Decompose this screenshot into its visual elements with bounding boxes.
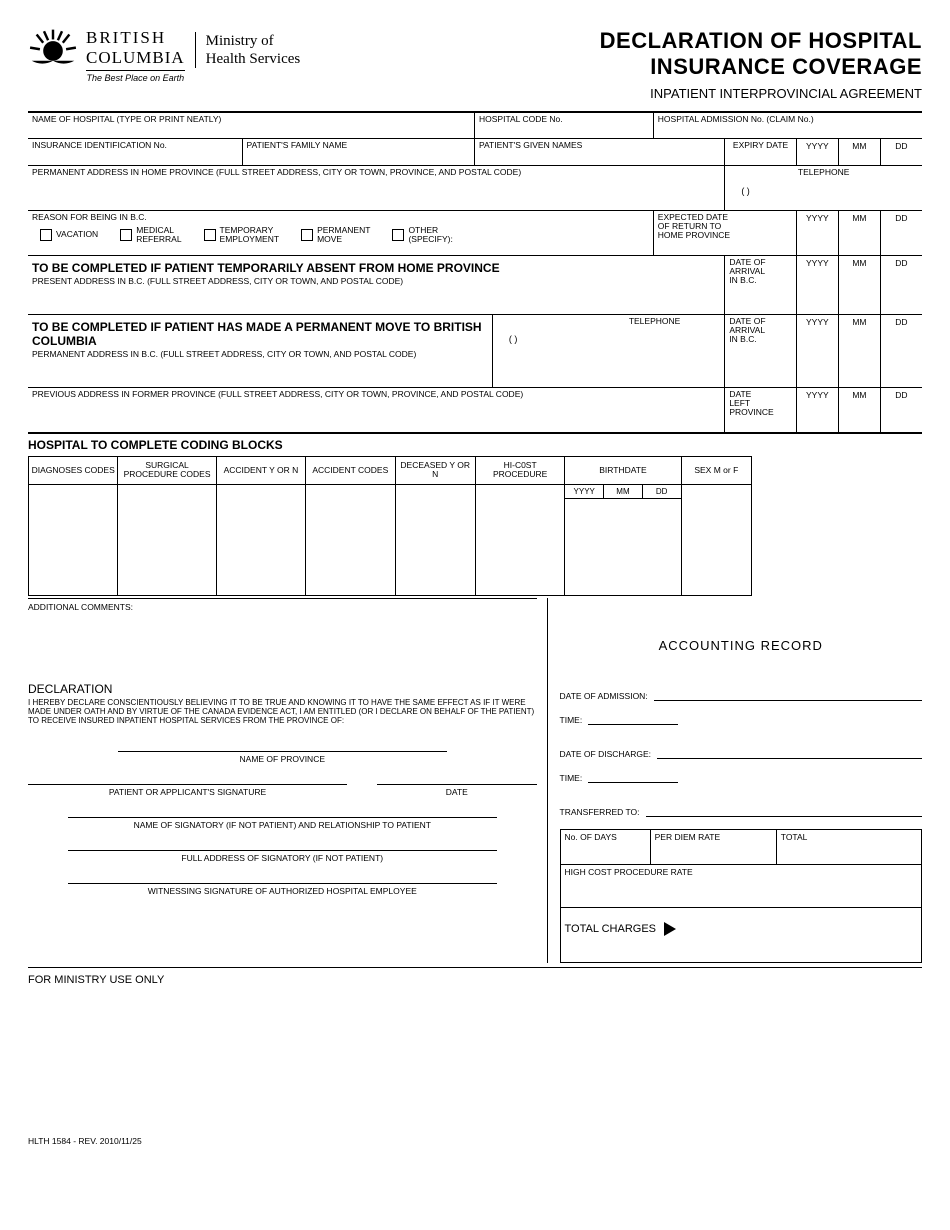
form-title-1: DECLARATION OF HOSPITAL [600, 28, 922, 54]
accounting-title: ACCOUNTING RECORD [560, 598, 922, 683]
checkbox-permanent-move[interactable] [301, 229, 313, 241]
col-accident-yn: ACCIDENT Y OR N [217, 457, 305, 485]
section-perm-title: TO BE COMPLETED IF PATIENT HAS MADE A PE… [32, 317, 488, 349]
checkbox-vacation[interactable] [40, 229, 52, 241]
col-hicost: HI-C0ST PROCEDURE [476, 457, 564, 485]
sig-signatory-addr: FULL ADDRESS OF SIGNATORY (IF NOT PATIEN… [68, 850, 497, 863]
telephone-b-paren: ( ) [497, 326, 720, 344]
col-sex: SEX M or F [682, 457, 752, 485]
acct-discharge: DATE OF DISCHARGE: [560, 741, 922, 765]
bc-wordmark-2: COLUMBIA [86, 48, 185, 71]
section-perm-sub: PERMANENT ADDRESS IN B.C. (FULL STREET A… [32, 349, 488, 359]
triangle-icon [664, 922, 676, 936]
expiry-date-ymd: YYYY MM DD [797, 139, 922, 165]
label-expiry: EXPIRY DATE [729, 141, 792, 150]
row-patient-id: INSURANCE IDENTIFICATION No. PATIENT'S F… [28, 139, 922, 166]
bc-sun-icon [28, 28, 78, 64]
cell-per-diem: PER DIEM RATE [651, 830, 777, 864]
date-left-ymd: YYYY MM DD [797, 388, 922, 432]
section-temp-title: TO BE COMPLETED IF PATIENT TEMPORARILY A… [32, 258, 720, 276]
bc-wordmark-1: BRITISH [86, 28, 185, 48]
coding-grid: DIAGNOSES CODES SURGICAL PROCEDURE CODES… [28, 456, 922, 596]
additional-comments: ADDITIONAL COMMENTS: [28, 598, 537, 672]
col-diagnoses: DIAGNOSES CODES [29, 457, 117, 485]
label-ins-id: INSURANCE IDENTIFICATION No. [32, 141, 238, 150]
checkbox-temp-employment[interactable] [204, 229, 216, 241]
cell-high-cost: HIGH COST PROCEDURE RATE [561, 865, 921, 907]
row-prev-address: PREVIOUS ADDRESS IN FORMER PROVINCE (FUL… [28, 388, 922, 434]
acct-time1: TIME: [560, 707, 922, 731]
col-birthdate: BIRTHDATE [565, 457, 680, 485]
declaration-title: DECLARATION [28, 672, 537, 696]
form-footer: HLTH 1584 - REV. 2010/11/25 [28, 986, 922, 1146]
form-title-2: INSURANCE COVERAGE [600, 54, 922, 80]
sig-witness: WITNESSING SIGNATURE OF AUTHORIZED HOSPI… [68, 883, 497, 896]
sig-patient: PATIENT OR APPLICANT'S SIGNATURE [28, 784, 347, 797]
label-date-left: DATELEFTPROVINCE [729, 390, 792, 418]
coding-title: HOSPITAL TO COMPLETE CODING BLOCKS [28, 434, 922, 456]
label-telephone-b: TELEPHONE [497, 317, 720, 326]
label-perm-addr: PERMANENT ADDRESS IN HOME PROVINCE (FULL… [32, 168, 720, 177]
col-accident-codes: ACCIDENT CODES [306, 457, 394, 485]
row-temp-absent: TO BE COMPLETED IF PATIENT TEMPORARILY A… [28, 256, 922, 315]
row-perm-move: TO BE COMPLETED IF PATIENT HAS MADE A PE… [28, 315, 922, 388]
row-perm-address: PERMANENT ADDRESS IN HOME PROVINCE (FULL… [28, 166, 922, 210]
ministry-name: Ministry of Health Services [195, 32, 301, 68]
sig-date: DATE [377, 784, 537, 797]
label-arrival-b: DATE OFARRIVALIN B.C. [729, 317, 792, 345]
title-block: DECLARATION OF HOSPITAL INSURANCE COVERA… [600, 28, 922, 101]
lower-section: ADDITIONAL COMMENTS: DECLARATION I HEREB… [28, 598, 922, 963]
page-header: BRITISH COLUMBIA The Best Place on Earth… [28, 28, 922, 101]
acct-transferred: TRANSFERRED TO: [560, 799, 922, 823]
label-prev-addr: PREVIOUS ADDRESS IN FORMER PROVINCE (FUL… [32, 390, 720, 399]
acct-time2: TIME: [560, 765, 922, 789]
telephone-paren: ( ) [729, 178, 918, 196]
expected-return-ymd: YYYY MM DD [797, 211, 922, 255]
total-charges-row: TOTAL CHARGES [561, 908, 921, 962]
label-family-name: PATIENT'S FAMILY NAME [247, 141, 470, 150]
accounting-box: No. OF DAYS PER DIEM RATE TOTAL HIGH COS… [560, 829, 922, 963]
bc-tagline: The Best Place on Earth [86, 73, 185, 83]
arrival-b-ymd: YYYY MM DD [797, 315, 922, 387]
row-reason: REASON FOR BEING IN B.C. VACATION MEDICA… [28, 211, 922, 256]
sig-signatory-name: NAME OF SIGNATORY (IF NOT PATIENT) AND R… [68, 817, 497, 830]
label-admission-no: HOSPITAL ADMISSION No. (CLAIM No.) [658, 115, 918, 124]
checkbox-medical-referral[interactable] [120, 229, 132, 241]
label-reason: REASON FOR BEING IN B.C. [32, 213, 649, 222]
logo-block: BRITISH COLUMBIA The Best Place on Earth… [28, 28, 300, 83]
form-body: NAME OF HOSPITAL (TYPE OR PRINT NEATLY) … [28, 111, 922, 434]
label-expected-return: EXPECTED DATEOF RETURN TOHOME PROVINCE [658, 213, 792, 241]
label-given-names: PATIENT'S GIVEN NAMES [479, 141, 720, 150]
arrival-a-ymd: YYYY MM DD [797, 256, 922, 314]
checkbox-other[interactable] [392, 229, 404, 241]
cell-total: TOTAL [777, 830, 921, 864]
row-hospital: NAME OF HOSPITAL (TYPE OR PRINT NEATLY) … [28, 113, 922, 139]
cell-no-days: No. OF DAYS [561, 830, 651, 864]
declaration-text: I HEREBY DECLARE CONSCIENTIOUSLY BELIEVI… [28, 696, 537, 752]
col-surgical: SURGICAL PROCEDURE CODES [118, 457, 215, 485]
section-temp-sub: PRESENT ADDRESS IN B.C. (FULL STREET ADD… [32, 276, 720, 286]
label-arrival-a: DATE OFARRIVALIN B.C. [729, 258, 792, 286]
acct-admission: DATE OF ADMISSION: [560, 683, 922, 707]
label-hospital-name: NAME OF HOSPITAL (TYPE OR PRINT NEATLY) [32, 115, 470, 124]
form-subtitle: INPATIENT INTERPROVINCIAL AGREEMENT [600, 86, 922, 101]
label-telephone: TELEPHONE [729, 168, 918, 177]
label-hospital-code: HOSPITAL CODE No. [479, 115, 649, 124]
col-deceased: DECEASED Y OR N [396, 457, 475, 485]
ministry-use-only: FOR MINISTRY USE ONLY [28, 967, 922, 986]
birthdate-ymd: YYYYMMDD [565, 485, 680, 499]
sig-province: NAME OF PROVINCE [118, 751, 447, 764]
